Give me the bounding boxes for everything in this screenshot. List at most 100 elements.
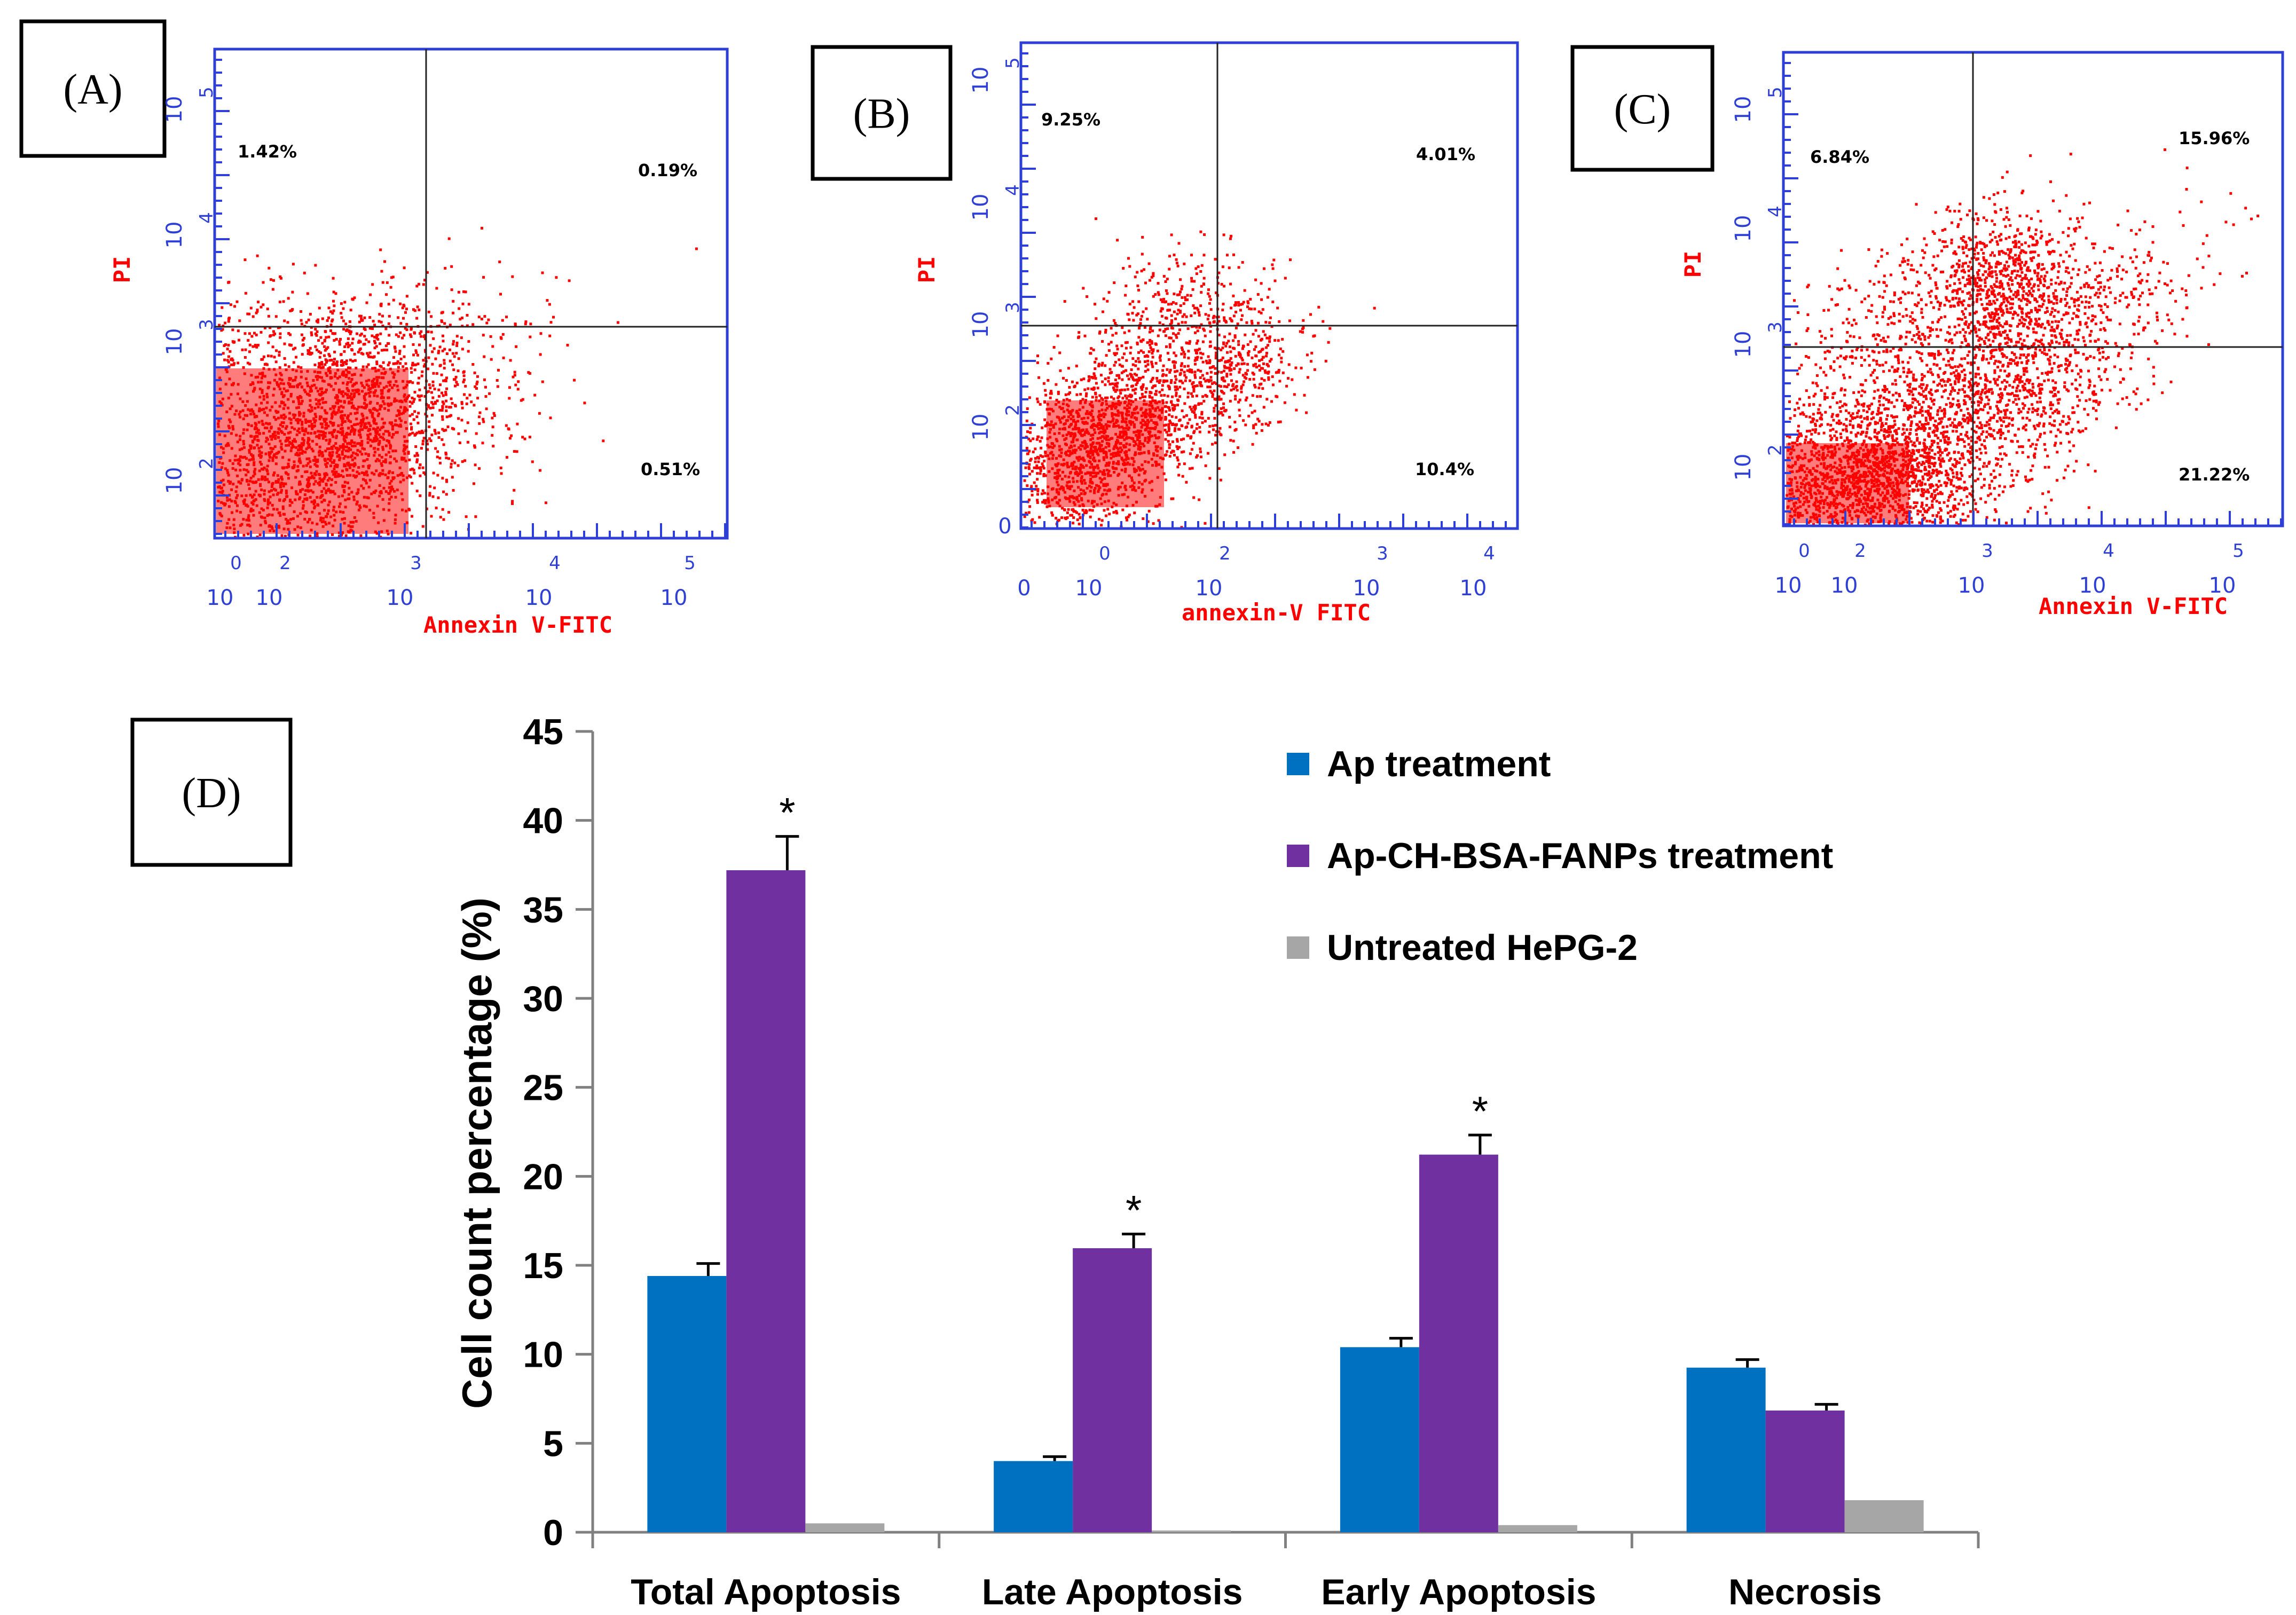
panel-b-xtick-exp-3: 3 <box>1377 543 1388 564</box>
panel-a-ytick-exp-1: 3 <box>196 319 217 330</box>
panel-b-xtick-0: 0 <box>1017 576 1031 601</box>
y-tick-label-8: 40 <box>523 801 563 841</box>
bar-2-2 <box>1498 1525 1577 1532</box>
significance-1-2: * <box>1472 1088 1488 1135</box>
bar-0-0 <box>647 1276 727 1532</box>
panel-c-xtick-exp-3: 4 <box>2103 540 2114 562</box>
panel-a-ytick-group-2: 10 4 <box>162 212 217 248</box>
panel-b-xtick-2: 10 <box>1196 576 1223 601</box>
panel-b-ytick-group-2: 10 3 <box>969 302 1024 338</box>
panel-a-events <box>216 226 698 539</box>
y-tick-label-3: 15 <box>523 1246 563 1286</box>
y-tick-label-7: 35 <box>523 889 563 930</box>
panel-b-q-upper-right: 4.01% <box>1416 144 1475 164</box>
panel-a-xtick-1: 10 <box>256 586 283 610</box>
panel-a-ytick-group-3: 10 5 <box>162 86 217 123</box>
panel-c-ytick-group-2: 10 4 <box>1731 206 1786 242</box>
legend-swatch-1 <box>1287 845 1309 867</box>
panel-a-xtick-exp-2: 3 <box>410 553 422 574</box>
y-axis-label-group: Cell count percentage (%) <box>453 897 500 1409</box>
panel-b-q-lower-right: 10.4% <box>1415 459 1474 479</box>
panel-b-q-upper-left: 9.25% <box>1041 109 1100 130</box>
panel-a-plot-frame <box>213 48 729 540</box>
panel-a-label: (A) <box>63 66 122 113</box>
panel-b-label: (B) <box>853 91 910 138</box>
legend-label-0: Ap treatment <box>1327 744 1551 784</box>
panel-a-ytick-exp-0: 2 <box>196 458 217 469</box>
panel-b-ytick-1: 10 <box>969 414 993 441</box>
panel-b-ylabel: PI <box>914 256 940 283</box>
x-category-label-0: Total Apoptosis <box>631 1572 901 1612</box>
panel-c-xlabel: Annexin V-FITC <box>2039 593 2228 619</box>
panel-a-ticks <box>215 59 726 538</box>
panel-a-xtick-3: 10 <box>525 586 553 610</box>
panel-a-q-upper-left: 1.42% <box>238 141 297 162</box>
panel-a-label-box <box>19 19 167 158</box>
panel-c-plot-frame <box>1782 51 2284 527</box>
y-tick-label-2: 10 <box>523 1335 563 1375</box>
panel-b-ytick-exp-4: 5 <box>1002 57 1024 69</box>
panel-a-ytick-1: 10 <box>162 328 187 356</box>
panel-b-xtick-1: 10 <box>1075 576 1103 601</box>
panel-c-ytick-group-1: 10 3 <box>1731 321 1786 358</box>
y-tick-label-0: 0 <box>543 1512 563 1553</box>
panel-b-ytick-3: 10 <box>969 194 993 221</box>
panel-b-label-box <box>811 45 953 181</box>
panel-c-ylabel-group: PI <box>1680 251 1706 278</box>
panel-c-label-box <box>1570 45 1715 172</box>
legend-swatch-2 <box>1287 936 1309 959</box>
panel-c-q-lower-right: 21.22% <box>2179 464 2250 485</box>
panel-c-ytick-exp-0: 2 <box>1765 444 1786 456</box>
panel-b-xtick-3: 10 <box>1353 576 1380 601</box>
panel-c-xtick-3: 10 <box>2079 573 2106 598</box>
panel-b-ytick-group-3: 10 4 <box>969 184 1024 220</box>
bar-1-2 <box>1419 1154 1498 1532</box>
x-category-label-2: Early Apoptosis <box>1321 1572 1596 1612</box>
panel-b-ticks <box>1021 52 1507 529</box>
panel-a-xlabel: Annexin V-FITC <box>423 612 612 638</box>
panel-a-ylabel: PI <box>109 256 135 283</box>
panel-c-ytick-exp-1: 3 <box>1765 321 1786 333</box>
panel-a-q-lower-right: 0.51% <box>641 459 700 479</box>
panel-b-xlabel: annexin-V FITC <box>1182 600 1371 626</box>
panel-a-ytick-group-1: 10 3 <box>162 319 217 355</box>
panel-d-label-box <box>130 718 293 867</box>
x-category-label-3: Necrosis <box>1728 1572 1882 1612</box>
bar-0-2 <box>1340 1347 1419 1532</box>
bar-0-3 <box>1686 1367 1766 1532</box>
bar-1-3 <box>1765 1411 1845 1532</box>
panel-c-ytick-2: 10 <box>1731 215 1756 242</box>
y-tick-label-4: 20 <box>523 1156 563 1197</box>
panel-a-xtick-exp-0: 0 <box>230 553 242 574</box>
panel-b-ytick-2: 10 <box>969 311 993 338</box>
panel-c-xtick-0: 10 <box>1775 573 1802 598</box>
panel-a-xtick-exp-1: 2 <box>279 553 291 574</box>
y-tick-label-9: 45 <box>523 712 563 752</box>
flow-panel-a: (A) 10 0 10 2 10 3 10 4 10 5 10 2 10 3 10 4 10 5 Annexin V-… <box>19 19 729 638</box>
panel-b-ylabel-group: PI <box>914 256 940 283</box>
panel-b-ytick-exp-2: 3 <box>1002 302 1024 313</box>
panel-a-ytick-exp-2: 4 <box>196 212 217 224</box>
y-tick-label-6: 30 <box>523 979 563 1019</box>
bar-1-0 <box>726 870 806 1532</box>
panel-c-ytick-3: 10 <box>1731 96 1756 123</box>
panel-a-xtick-4: 10 <box>661 586 688 610</box>
bar-2-3 <box>1844 1500 1924 1532</box>
panel-c-xtick-4: 10 <box>2209 573 2236 598</box>
bar-2-1 <box>1152 1530 1231 1532</box>
legend-label-2: Untreated HePG-2 <box>1327 927 1638 968</box>
panel-c-label: (C) <box>1614 86 1671 133</box>
panel-c-xtick-exp-2: 3 <box>1982 540 1993 562</box>
panel-c-ytick-exp-3: 5 <box>1765 86 1786 98</box>
y-axis-label: Cell count percentage (%) <box>453 897 500 1409</box>
panel-b-ytick-exp-1: 2 <box>1002 404 1024 416</box>
panel-c-xtick-2: 10 <box>1958 573 1985 598</box>
panel-b-ytick-exp-3: 4 <box>1002 184 1024 196</box>
panel-c-xtick-1: 10 <box>1831 573 1858 598</box>
panel-a-ytick-3: 10 <box>162 96 187 123</box>
significance-1-1: * <box>1126 1186 1142 1233</box>
panel-a-xtick-2: 10 <box>387 586 414 610</box>
panel-a-ytick-exp-3: 5 <box>196 86 217 98</box>
panel-c-ytick-group-0: 10 2 <box>1731 444 1786 480</box>
